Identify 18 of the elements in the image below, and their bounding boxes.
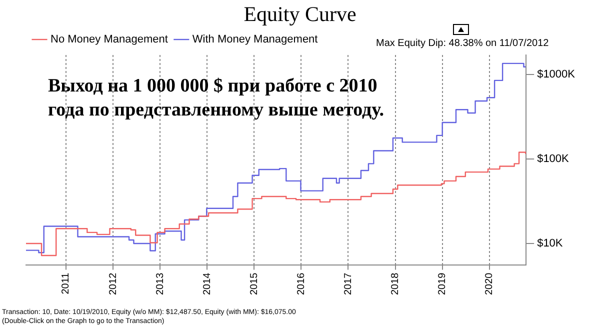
x-tick-label: 2016 [296,272,307,296]
x-tick-label: 2017 [343,272,354,296]
chart-title: Equity Curve [242,2,358,27]
y-tick-label: $100K [537,153,570,166]
x-tick-label: 2018 [390,272,402,296]
y-tick-label: $10K [537,238,564,250]
text: Max Equity Dip: 48.38% on 11/07/2012 [376,38,549,49]
x-tick-label: 2012 [108,272,119,296]
x-tick-label: 2020 [484,272,496,296]
legend-label: No Money Management [50,34,168,46]
legend-label: With Money Management [192,34,318,46]
annotation: Выход на 1 000 000 $ при работе с 2010 года по представленному выше методу. [48,75,384,120]
y-tick-label: $1000K [537,68,576,81]
x-tick-label: 2011 [60,272,72,294]
x-tick-label: 2015 [248,272,260,296]
x-tick-label: 2014 [202,272,213,296]
x-tick-label: 2019 [437,272,448,296]
x-tick-label: 2013 [154,272,166,296]
